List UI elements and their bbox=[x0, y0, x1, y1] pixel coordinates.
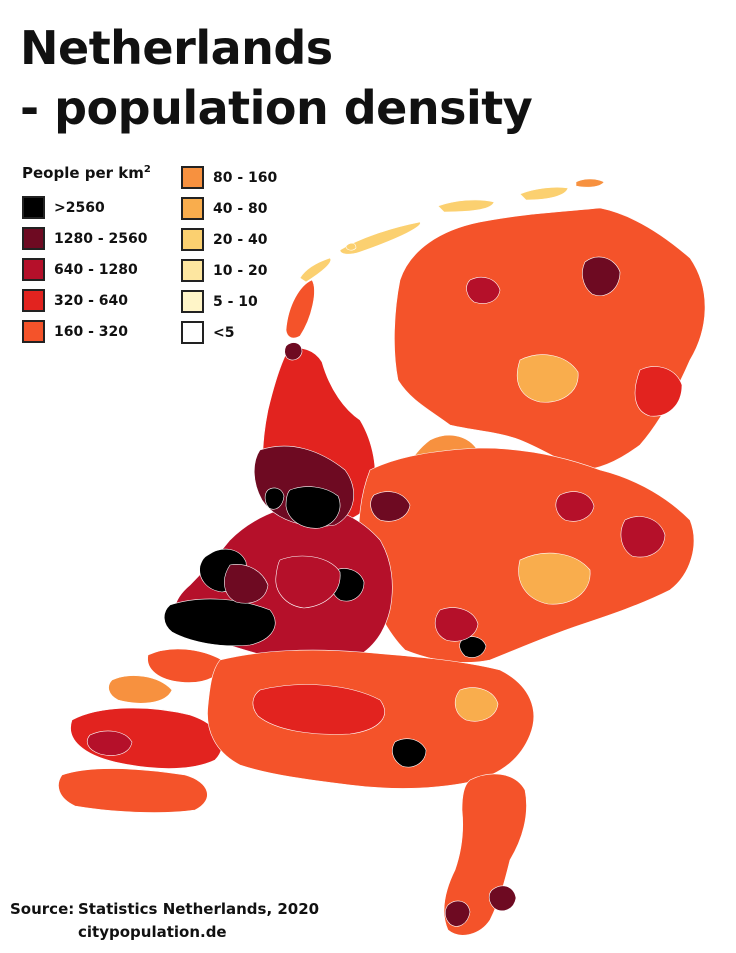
legend-item: >2560 bbox=[22, 192, 148, 223]
patch-veluwe-light bbox=[518, 552, 591, 605]
patch-ne-red bbox=[634, 366, 683, 417]
island-ameland bbox=[437, 199, 495, 213]
legend-swatch bbox=[181, 290, 204, 313]
patch-brabant-light bbox=[454, 687, 499, 722]
island-texel bbox=[285, 279, 315, 339]
legend-swatch bbox=[181, 259, 204, 282]
patch-drenthe-light bbox=[516, 354, 579, 403]
patch-heerlen bbox=[488, 885, 517, 911]
legend-item: 1280 - 2560 bbox=[22, 223, 148, 254]
patch-brabant-red bbox=[252, 684, 385, 735]
legend-heading-text: People per km bbox=[22, 164, 144, 182]
legend-heading-sup: 2 bbox=[143, 164, 151, 175]
legend-item: 10 - 20 bbox=[181, 255, 277, 286]
island-vlieland bbox=[299, 257, 332, 283]
region-zeeland-2 bbox=[108, 675, 173, 704]
legend-label: 10 - 20 bbox=[213, 262, 268, 279]
legend-column-1: >2560 1280 - 2560 640 - 1280 320 - 640 1… bbox=[22, 192, 148, 347]
island-terschelling bbox=[339, 221, 421, 255]
region-zeelandic-flanders bbox=[58, 768, 208, 813]
legend-swatch bbox=[181, 321, 204, 344]
source-site: citypopulation.de bbox=[78, 923, 227, 941]
patch-zwolle bbox=[555, 491, 595, 522]
source-label: Source: bbox=[10, 900, 75, 918]
patch-den-helder bbox=[284, 342, 303, 361]
legend-swatch bbox=[181, 228, 204, 251]
legend-item: 40 - 80 bbox=[181, 193, 277, 224]
region-zeeland-1 bbox=[147, 648, 223, 683]
patch-ijmond bbox=[370, 491, 411, 522]
island-small bbox=[345, 242, 357, 251]
legend-swatch bbox=[22, 227, 45, 250]
legend-item: 320 - 640 bbox=[22, 285, 148, 316]
patch-zh-red bbox=[275, 555, 341, 609]
patch-leeuwarden bbox=[466, 277, 501, 304]
legend-swatch bbox=[22, 289, 45, 312]
legend-label: 40 - 80 bbox=[213, 200, 268, 217]
legend-heading: People per km2 bbox=[22, 164, 151, 182]
patch-haarlem bbox=[264, 487, 285, 510]
legend-label: 640 - 1280 bbox=[54, 261, 138, 278]
legend-label: 160 - 320 bbox=[54, 323, 129, 340]
legend-swatch bbox=[181, 166, 204, 189]
legend-swatch bbox=[181, 197, 204, 220]
patch-zeeland-red bbox=[87, 730, 133, 756]
patch-eindhoven bbox=[392, 738, 427, 768]
legend-label: 5 - 10 bbox=[213, 293, 258, 310]
legend-column-2: 80 - 160 40 - 80 20 - 40 10 - 20 5 - 10 … bbox=[181, 162, 277, 348]
patch-rotterdam bbox=[163, 598, 276, 647]
source-note: Source: Statistics Netherlands, 2020 cit… bbox=[10, 898, 319, 944]
map-title: Netherlands - population density bbox=[20, 18, 533, 138]
legend-swatch bbox=[22, 196, 45, 219]
legend-item: 160 - 320 bbox=[22, 316, 148, 347]
patch-arnhem bbox=[434, 607, 479, 642]
map-land bbox=[58, 178, 706, 936]
legend-label: 320 - 640 bbox=[54, 292, 129, 309]
legend-item: 5 - 10 bbox=[181, 286, 277, 317]
legend-item: 80 - 160 bbox=[181, 162, 277, 193]
legend-swatch bbox=[22, 320, 45, 343]
patch-enschede bbox=[620, 516, 666, 558]
region-limburg bbox=[443, 773, 527, 936]
legend-item: 20 - 40 bbox=[181, 224, 277, 255]
legend-label: >2560 bbox=[54, 199, 105, 216]
legend-label: 20 - 40 bbox=[213, 231, 268, 248]
patch-groningen bbox=[582, 256, 621, 296]
source-text: Statistics Netherlands, 2020 bbox=[78, 900, 320, 918]
title-line-2: - population density bbox=[20, 81, 533, 135]
legend-item: 640 - 1280 bbox=[22, 254, 148, 285]
island-rottumeroog bbox=[575, 178, 605, 188]
legend-label: 1280 - 2560 bbox=[54, 230, 148, 247]
density-patches bbox=[87, 256, 683, 927]
region-north-east bbox=[394, 207, 706, 471]
patch-amsterdam bbox=[285, 486, 341, 529]
legend-label: <5 bbox=[213, 324, 235, 341]
title-line-1: Netherlands bbox=[20, 21, 333, 75]
legend-item: <5 bbox=[181, 317, 277, 348]
patch-maastricht bbox=[444, 900, 471, 927]
legend-label: 80 - 160 bbox=[213, 169, 278, 186]
island-schiermonnikoog bbox=[519, 186, 569, 201]
patch-nijmegen bbox=[459, 636, 487, 658]
patch-leiden bbox=[224, 564, 269, 604]
legend-swatch bbox=[22, 258, 45, 281]
